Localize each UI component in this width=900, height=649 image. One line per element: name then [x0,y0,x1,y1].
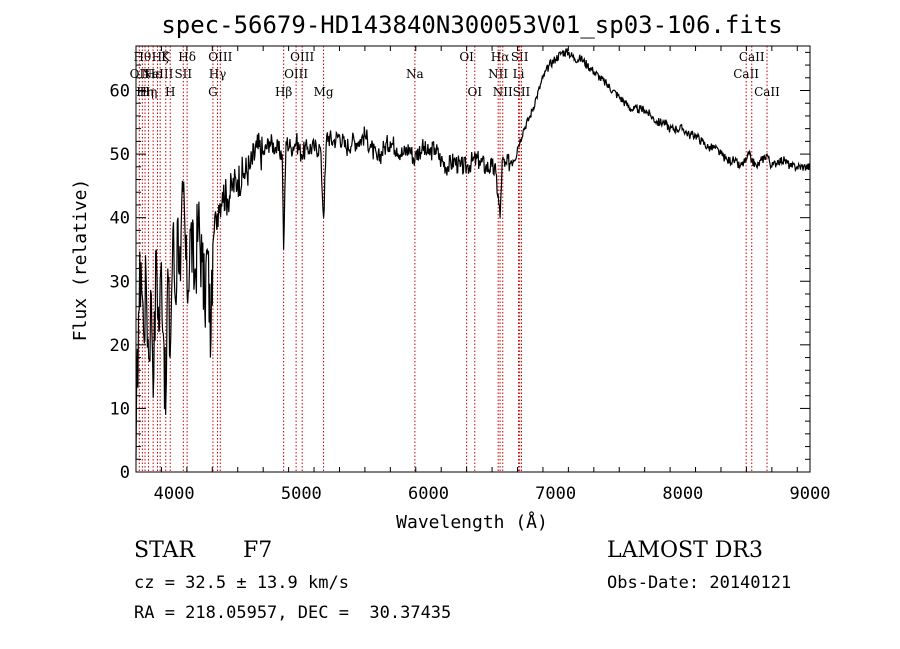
x-tick-label: 9000 [790,484,831,504]
spectral-line-label: OIII [208,50,232,64]
spectral-line-label: Hθ [134,50,152,64]
y-tick-label: 20 [110,336,130,356]
x-tick-label: 8000 [662,484,703,504]
spectral-line-label: OIII [290,50,314,64]
spectral-line-label: OIII [284,67,308,81]
y-tick-label: 10 [110,399,130,419]
spectral-line-label: NII [488,67,508,81]
observation-date: Obs-Date: 20140121 [607,573,792,593]
spectral-line-label: SII [174,67,192,81]
survey-name: LAMOST DR3 [607,538,763,563]
plot-frame [135,45,811,473]
y-tick-label: 30 [110,272,130,292]
spectral-line-label: Mg [314,85,334,99]
spectral-line-label: SII [513,85,531,99]
y-tick-label: 0 [120,463,130,483]
spectral-line-label: SII [511,50,529,64]
spectral-line-label: Hγ [209,67,227,81]
x-tick-label: 4000 [154,484,195,504]
x-tick-label: 5000 [281,484,322,504]
spectral-line-label: G [208,85,218,99]
axes: 4000 5000 6000 7000 8000 9000 0 10 20 30 40 50 60 [110,45,831,504]
y-tick-label: 50 [110,145,130,165]
y-tick-label: 40 [110,209,130,229]
spectral-line-label: Hη [136,85,154,99]
object-type: STAR [134,538,195,563]
spectral-line-label: OI [459,50,474,64]
spectral-line-label: Hα [491,50,510,64]
spectral-line-label: OI [467,85,482,99]
spectral-line-label: Hη [140,85,158,99]
spectral-line-label: NII [493,85,513,99]
y-axis-label: Flux (relative) [70,179,91,342]
spectral-line-label: Li [513,67,525,81]
spectral-line-label: K [161,50,171,64]
x-tick-label: 6000 [408,484,449,504]
spectral-line-label: OII [130,67,150,81]
y-tick-label: 60 [110,82,130,102]
spectral-line-label: Hβ [275,85,292,99]
x-tick-label: 7000 [535,484,576,504]
redshift-value: cz = 32.5 ± 13.9 km/s [134,573,349,593]
spectral-line-label: NeIII [142,67,174,81]
x-axis-label: Wavelength (Å) [396,511,548,533]
spectral-line-label: H [165,85,175,99]
spectral-line-label: CaII [733,67,759,81]
spectral-line-label: Hζ [152,50,169,64]
chart-title: spec-56679-HD143840N300053V01_sp03-106.f… [161,11,782,39]
spectral-line-label: CaII [754,85,780,99]
spectral-line-label: CaII [739,50,765,64]
spectral-line-markers: OIIHθHηHηHεNeIIIHζKHSIIHδGHγOIIIHβOIIIOI… [130,46,780,472]
spectrum-series-line [135,47,811,460]
spectral-line-label: Hδ [178,50,196,64]
spectral-line-label: Na [406,67,424,81]
coordinates: RA = 218.05957, DEC = 30.37435 [134,603,452,623]
spectral-subclass: F7 [243,538,273,563]
